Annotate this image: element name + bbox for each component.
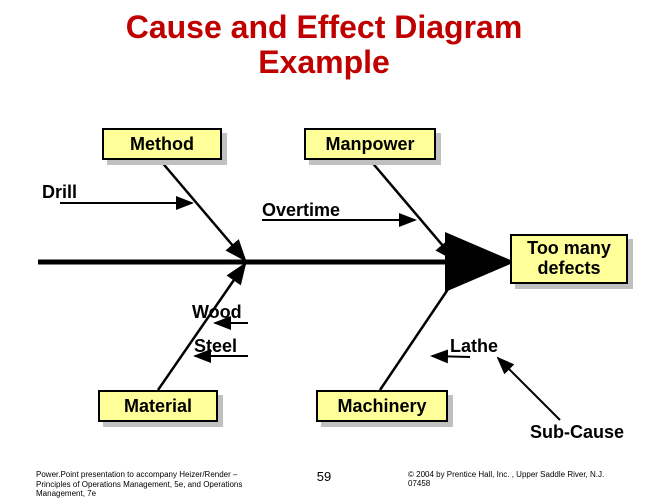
footer-right: © 2004 by Prentice Hall, Inc. , Upper Sa… [408, 470, 618, 488]
page-number: 59 [317, 469, 331, 484]
effect-text: Too many defects [512, 239, 626, 279]
category-box-material: Material [98, 390, 218, 422]
subcause-overtime: Overtime [262, 200, 340, 221]
category-box-manpower: Manpower [304, 128, 436, 160]
subcause-wood: Wood [192, 302, 242, 323]
subcause-lathe: Lathe [450, 336, 498, 357]
footer-left: Power.Point presentation to accompany He… [36, 470, 246, 498]
subcause-drill: Drill [42, 182, 77, 203]
effect-box: Too many defects [510, 234, 628, 284]
fishbone-diagram: Method Manpower Material Machinery Too many… [0, 0, 648, 504]
subcause-steel: Steel [194, 336, 237, 357]
category-box-method: Method [102, 128, 222, 160]
category-box-machinery: Machinery [316, 390, 448, 422]
annotation-label: Sub-Cause [530, 422, 624, 443]
